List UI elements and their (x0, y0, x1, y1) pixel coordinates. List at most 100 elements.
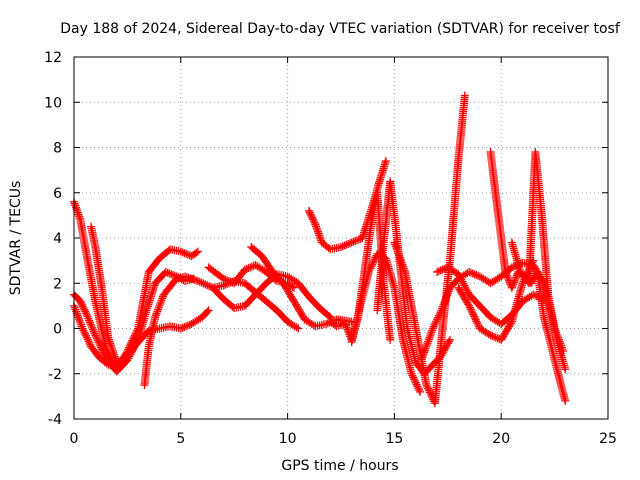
data-point (351, 237, 360, 246)
data-point (490, 332, 499, 341)
data-point (221, 275, 230, 284)
data-point (436, 308, 445, 317)
data-point (223, 276, 232, 285)
data-point (434, 267, 443, 276)
data-point (392, 244, 401, 253)
data-point (525, 265, 534, 274)
data-point (342, 323, 351, 332)
data-point (528, 258, 537, 267)
data-point (93, 334, 102, 343)
data-point (512, 273, 521, 282)
data-point (344, 240, 353, 249)
data-point (442, 342, 451, 351)
x-tick-label: 10 (279, 431, 297, 447)
data-point (397, 258, 406, 267)
data-point (89, 327, 98, 336)
data-point (415, 386, 424, 395)
data-point (422, 381, 431, 390)
data-point (484, 330, 493, 339)
data-point (304, 206, 313, 215)
data-point (74, 313, 83, 322)
data-point (110, 352, 119, 361)
data-point (426, 330, 435, 339)
y-tick-label: 8 (53, 141, 62, 157)
data-point (244, 264, 253, 273)
data-point (470, 314, 479, 323)
data-point (424, 335, 433, 344)
data-point (410, 375, 419, 384)
data-point (240, 265, 249, 274)
data-point (193, 276, 202, 285)
data-point (81, 331, 90, 340)
data-point (341, 321, 350, 330)
data-point (338, 242, 347, 251)
data-point (182, 249, 191, 258)
data-point (427, 328, 436, 337)
y-tick-label: 0 (53, 322, 62, 338)
data-point (396, 255, 405, 264)
y-tick-labels: -4 -2 0 2 4 6 8 10 12 (44, 50, 62, 428)
data-point (521, 274, 530, 283)
series-track-4 (70, 301, 213, 371)
data-point (195, 277, 204, 286)
data-point (85, 316, 94, 325)
data-point (197, 278, 206, 287)
data-point (81, 329, 90, 338)
data-point (395, 253, 404, 262)
data-point (85, 318, 94, 327)
data-point (473, 319, 482, 328)
data-point (185, 320, 194, 329)
data-point (310, 218, 319, 227)
data-point (108, 346, 117, 355)
data-point (77, 299, 86, 308)
data-point (80, 305, 89, 314)
data-point (133, 326, 142, 335)
data-point (156, 299, 165, 308)
data-point (288, 282, 297, 291)
data-point (455, 272, 464, 281)
data-point (368, 260, 377, 269)
data-point (76, 318, 85, 327)
data-point (151, 313, 160, 322)
data-point (444, 337, 453, 346)
data-point (294, 324, 303, 333)
data-point (104, 335, 113, 344)
data-point (444, 287, 453, 296)
data-point (337, 243, 345, 252)
data-point (87, 322, 96, 331)
data-point (425, 386, 434, 395)
data-point (78, 302, 87, 311)
data-point (527, 260, 536, 269)
data-point (506, 319, 515, 328)
y-tick-label: -4 (48, 412, 62, 428)
data-point (438, 302, 447, 311)
data-point (507, 283, 516, 292)
data-point (413, 382, 422, 391)
data-point (242, 264, 251, 273)
data-point (107, 343, 116, 352)
data-point (204, 306, 213, 315)
data-point (108, 345, 117, 354)
y-tick-label: 10 (44, 95, 62, 111)
data-point (393, 245, 402, 254)
data-point (420, 346, 429, 355)
data-point (441, 295, 450, 304)
data-point (89, 325, 98, 334)
data-point (391, 242, 400, 251)
data-point (158, 294, 167, 303)
data-point (432, 317, 441, 326)
data-point (154, 303, 163, 312)
data-point (418, 353, 427, 362)
data-point (201, 280, 210, 289)
data-point (465, 301, 474, 310)
data-point (199, 279, 208, 288)
data-point (522, 270, 531, 279)
data-point (440, 298, 449, 307)
data-point (501, 267, 510, 276)
data-point (459, 279, 468, 288)
data-point (444, 339, 453, 348)
data-point (525, 263, 534, 272)
data-point (178, 323, 187, 332)
data-point (399, 262, 408, 271)
